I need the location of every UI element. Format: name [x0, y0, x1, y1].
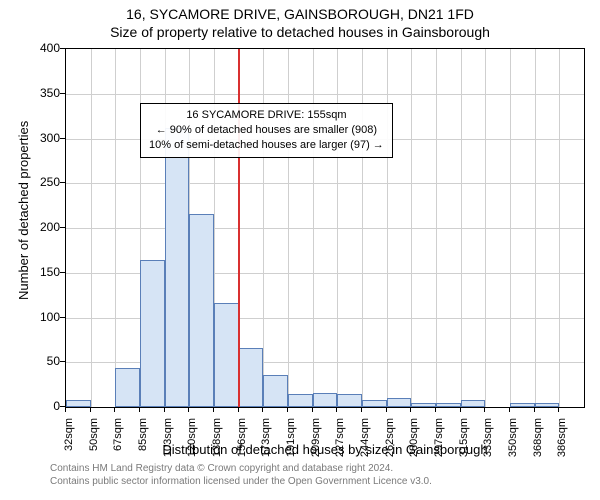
histogram-bar — [115, 368, 140, 407]
y-tick-label: 300 — [20, 131, 60, 145]
histogram-bar — [313, 393, 338, 407]
y-tick-label: 400 — [20, 41, 60, 55]
y-tick-label: 350 — [20, 86, 60, 100]
histogram-bar — [66, 400, 91, 407]
footer-line-1: Contains HM Land Registry data © Crown c… — [50, 462, 590, 475]
info-box-line: 10% of semi-detached houses are larger (… — [149, 138, 384, 153]
histogram-bar — [461, 400, 486, 407]
histogram-bar — [140, 260, 165, 407]
y-tick-label: 100 — [20, 310, 60, 324]
chart-title: 16, SYCAMORE DRIVE, GAINSBOROUGH, DN21 1… — [0, 6, 600, 22]
info-box-line: 16 SYCAMORE DRIVE: 155sqm — [149, 108, 384, 123]
info-box-line: ← 90% of detached houses are smaller (90… — [149, 123, 384, 138]
histogram-bar — [214, 303, 239, 407]
y-tick-label: 250 — [20, 175, 60, 189]
histogram-bar — [387, 398, 412, 407]
histogram-bar — [436, 403, 461, 407]
histogram-bar — [165, 128, 190, 407]
histogram-bar — [411, 403, 436, 407]
histogram-bar — [288, 394, 313, 407]
y-tick-label: 0 — [20, 399, 60, 413]
x-axis-label: Distribution of detached houses by size … — [65, 442, 585, 457]
histogram-bar — [263, 375, 288, 407]
y-tick-label: 150 — [20, 265, 60, 279]
y-tick-label: 50 — [20, 354, 60, 368]
chart-subtitle: Size of property relative to detached ho… — [0, 24, 600, 40]
histogram-bar — [189, 214, 214, 407]
chart-container: 16, SYCAMORE DRIVE, GAINSBOROUGH, DN21 1… — [0, 0, 600, 500]
footer-note: Contains HM Land Registry data © Crown c… — [50, 462, 590, 488]
histogram-bar — [535, 403, 560, 407]
histogram-bar — [239, 348, 264, 407]
info-box: 16 SYCAMORE DRIVE: 155sqm← 90% of detach… — [140, 103, 393, 158]
y-tick-label: 200 — [20, 220, 60, 234]
histogram-bar — [337, 394, 362, 407]
histogram-bar — [510, 403, 535, 407]
plot-area: 16 SYCAMORE DRIVE: 155sqm← 90% of detach… — [65, 48, 585, 408]
footer-line-2: Contains public sector information licen… — [50, 475, 590, 488]
histogram-bar — [362, 400, 387, 407]
